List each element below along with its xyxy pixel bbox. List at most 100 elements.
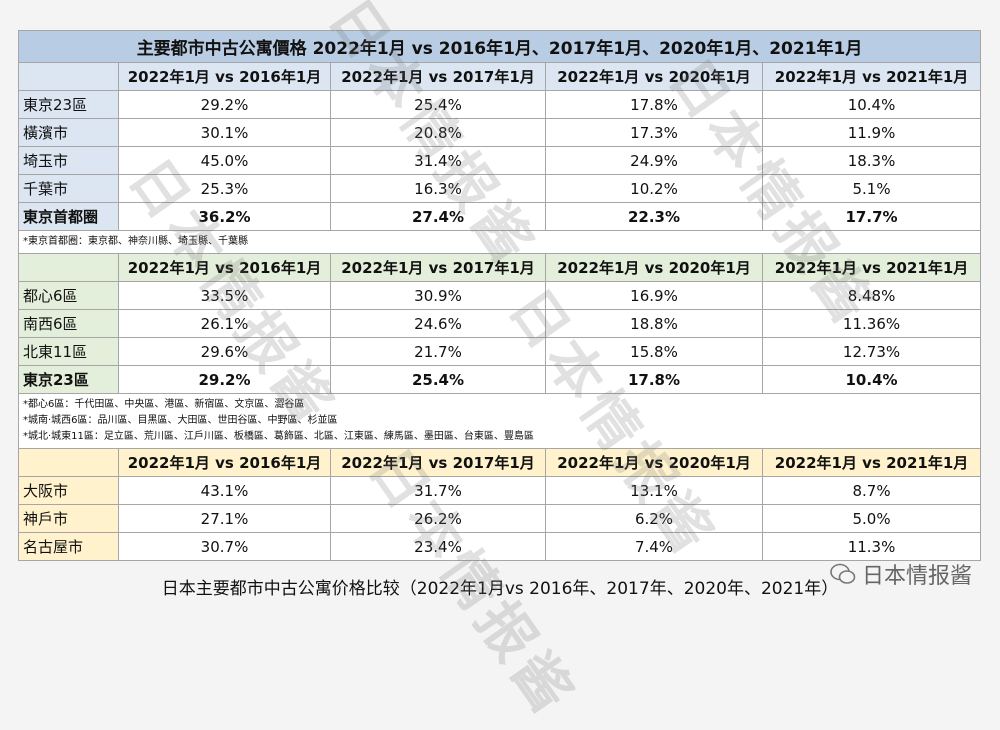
data-row: 北東11區 29.6% 21.7% 15.8% 12.73% — [18, 337, 982, 366]
column-header: 2022年1月 vs 2016年1月 — [118, 253, 331, 282]
row-header: 東京首都圈 — [18, 202, 119, 231]
header-row: 2022年1月 vs 2016年1月 2022年1月 vs 2017年1月 2022… — [18, 62, 982, 91]
value-cell: 5.1% — [761, 174, 982, 203]
value-cell: 29.2% — [118, 365, 331, 394]
column-header: 2022年1月 vs 2020年1月 — [545, 62, 763, 91]
data-row: 大阪市 43.1% 31.7% 13.1% 8.7% — [18, 476, 982, 505]
column-header: 2022年1月 vs 2016年1月 — [118, 62, 331, 91]
header-row: 2022年1月 vs 2016年1月 2022年1月 vs 2017年1月 2022… — [18, 253, 982, 282]
value-cell: 36.2% — [118, 202, 331, 231]
value-cell: 17.8% — [545, 365, 763, 394]
row-header: 都心6區 — [18, 281, 119, 310]
page: 主要都市中古公寓價格 2022年1月 vs 2016年1月、2017年1月、20… — [17, 0, 982, 729]
value-cell: 29.2% — [118, 90, 331, 119]
data-row: 南西6區 26.1% 24.6% 18.8% 11.36% — [18, 309, 982, 338]
row-header: 東京23區 — [18, 365, 119, 394]
column-header: 2022年1月 vs 2016年1月 — [118, 448, 331, 477]
data-row: 神戶市 27.1% 26.2% 6.2% 5.0% — [18, 504, 982, 533]
value-cell: 11.3% — [761, 532, 982, 561]
value-cell: 33.5% — [118, 281, 331, 310]
value-cell: 30.9% — [330, 281, 546, 310]
value-cell: 31.7% — [330, 476, 546, 505]
value-cell: 45.0% — [118, 146, 331, 175]
value-cell: 29.6% — [118, 337, 331, 366]
table-title: 主要都市中古公寓價格 2022年1月 vs 2016年1月、2017年1月、20… — [17, 30, 982, 63]
value-cell: 13.1% — [545, 476, 763, 505]
notes-cell: *東京首都圈：東京都、神奈川縣、埼玉縣、千葉縣 — [17, 230, 982, 254]
header-row: 2022年1月 vs 2016年1月 2022年1月 vs 2017年1月 2022… — [18, 448, 982, 477]
value-cell: 24.9% — [545, 146, 763, 175]
value-cell: 17.7% — [761, 202, 982, 231]
value-cell: 12.73% — [761, 337, 982, 366]
value-cell: 22.3% — [545, 202, 763, 231]
value-cell: 10.2% — [545, 174, 763, 203]
row-header: 千葉市 — [18, 174, 119, 203]
value-cell: 24.6% — [330, 309, 546, 338]
value-cell: 20.8% — [330, 118, 546, 147]
column-header: 2022年1月 vs 2021年1月 — [761, 253, 982, 282]
notes-row: *東京首都圈：東京都、神奈川縣、埼玉縣、千葉縣 — [17, 230, 982, 254]
value-cell: 6.2% — [545, 504, 763, 533]
note: *城南·城西6區：品川區、目黑區、大田區、世田谷區、中野區、杉並區 — [23, 415, 338, 426]
value-cell: 8.48% — [761, 281, 982, 310]
notes-row: *都心6區：千代田區、中央區、港區、新宿區、文京區、澀谷區 *城南·城西6區：品川… — [17, 393, 982, 449]
value-cell: 26.1% — [118, 309, 331, 338]
row-header: 北東11區 — [18, 337, 119, 366]
value-cell: 27.1% — [118, 504, 331, 533]
column-header: 2022年1月 vs 2017年1月 — [330, 253, 546, 282]
value-cell: 25.4% — [330, 365, 546, 394]
value-cell: 17.3% — [545, 118, 763, 147]
price-table: 主要都市中古公寓價格 2022年1月 vs 2016年1月、2017年1月、20… — [17, 30, 982, 561]
data-row: 東京首都圈 36.2% 27.4% 22.3% 17.7% — [18, 202, 982, 231]
corner-cell — [18, 62, 119, 91]
note: *東京首都圈：東京都、神奈川縣、埼玉縣、千葉縣 — [23, 236, 248, 247]
value-cell: 10.4% — [761, 90, 982, 119]
row-header: 橫濱市 — [18, 118, 119, 147]
row-header: 東京23區 — [18, 90, 119, 119]
caption: 日本主要都市中古公寓价格比较（2022年1月vs 2016年、2017年、202… — [161, 579, 839, 599]
data-row: 埼玉市 45.0% 31.4% 24.9% 18.3% — [18, 146, 982, 175]
value-cell: 15.8% — [545, 337, 763, 366]
corner-cell — [18, 253, 119, 282]
row-header: 大阪市 — [18, 476, 119, 505]
value-cell: 27.4% — [330, 202, 546, 231]
note: *城北·城東11區：足立區、荒川區、江戶川區、板橋區、葛飾區、北區、江東區、練馬… — [23, 431, 534, 442]
note: *都心6區：千代田區、中央區、港區、新宿區、文京區、澀谷區 — [23, 399, 305, 410]
row-header: 埼玉市 — [18, 146, 119, 175]
value-cell: 18.8% — [545, 309, 763, 338]
value-cell: 17.8% — [545, 90, 763, 119]
value-cell: 16.3% — [330, 174, 546, 203]
column-header: 2022年1月 vs 2021年1月 — [761, 62, 982, 91]
value-cell: 25.4% — [330, 90, 546, 119]
value-cell: 25.3% — [118, 174, 331, 203]
title-row: 主要都市中古公寓價格 2022年1月 vs 2016年1月、2017年1月、20… — [17, 30, 982, 63]
value-cell: 26.2% — [330, 504, 546, 533]
logo-text: 日本情报酱 — [861, 564, 972, 589]
data-row: 東京23區 29.2% 25.4% 17.8% 10.4% — [18, 365, 982, 394]
logo: 日本情报酱 — [830, 558, 972, 590]
value-cell: 11.36% — [761, 309, 982, 338]
column-header: 2022年1月 vs 2021年1月 — [761, 448, 982, 477]
value-cell: 18.3% — [761, 146, 982, 175]
wechat-icon — [830, 563, 856, 584]
value-cell: 11.9% — [761, 118, 982, 147]
row-header: 南西6區 — [18, 309, 119, 338]
column-header: 2022年1月 vs 2017年1月 — [330, 448, 546, 477]
corner-cell — [18, 448, 119, 477]
column-header: 2022年1月 vs 2017年1月 — [330, 62, 546, 91]
value-cell: 8.7% — [761, 476, 982, 505]
data-row: 名古屋市 30.7% 23.4% 7.4% 11.3% — [18, 532, 982, 561]
table-wrap: 主要都市中古公寓價格 2022年1月 vs 2016年1月、2017年1月、20… — [17, 30, 982, 561]
value-cell: 30.1% — [118, 118, 331, 147]
value-cell: 43.1% — [118, 476, 331, 505]
value-cell: 31.4% — [330, 146, 546, 175]
value-cell: 30.7% — [118, 532, 331, 561]
value-cell: 7.4% — [545, 532, 763, 561]
data-row: 東京23區 29.2% 25.4% 17.8% 10.4% — [18, 90, 982, 119]
row-header: 神戶市 — [18, 504, 119, 533]
column-header: 2022年1月 vs 2020年1月 — [545, 253, 763, 282]
data-row: 千葉市 25.3% 16.3% 10.2% 5.1% — [18, 174, 982, 203]
notes-cell: *都心6區：千代田區、中央區、港區、新宿區、文京區、澀谷區 *城南·城西6區：品川… — [17, 393, 982, 449]
column-header: 2022年1月 vs 2020年1月 — [545, 448, 763, 477]
value-cell: 23.4% — [330, 532, 546, 561]
